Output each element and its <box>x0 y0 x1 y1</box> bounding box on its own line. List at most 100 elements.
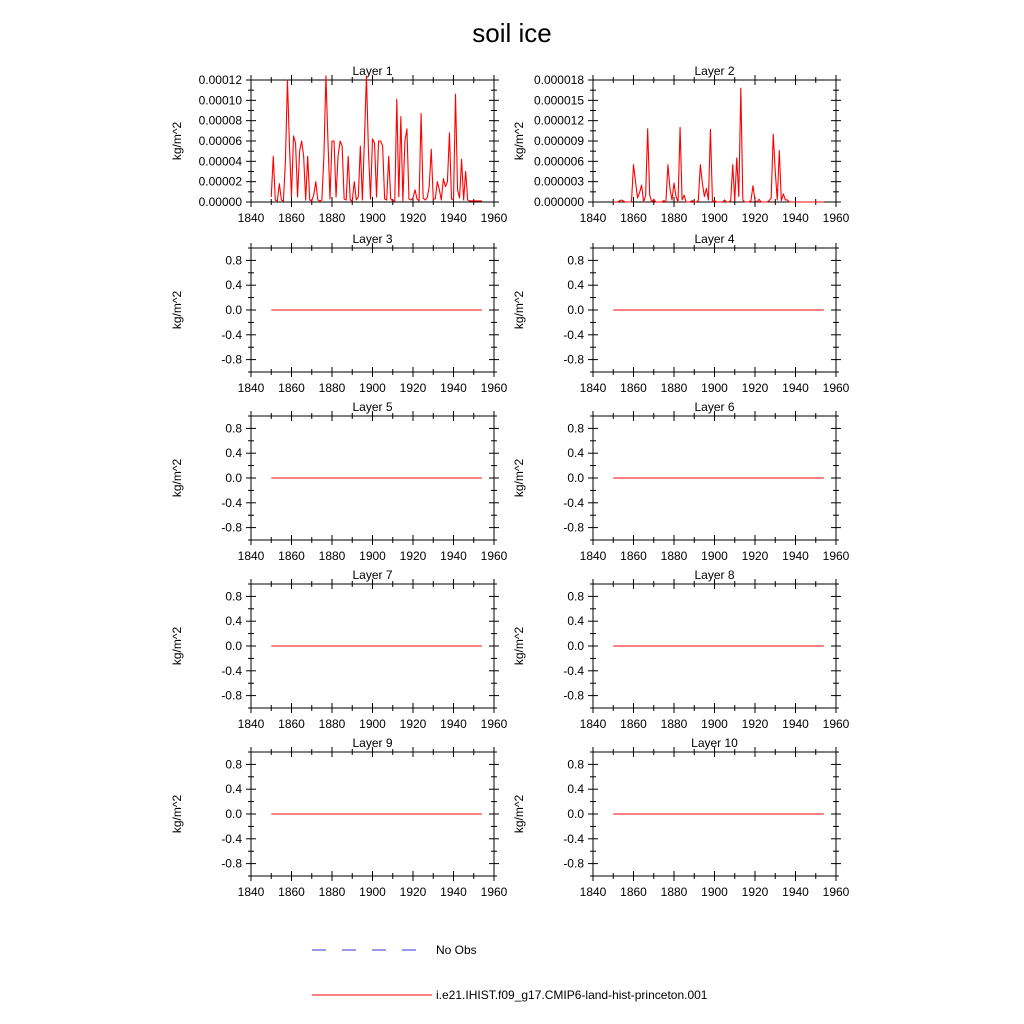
y-tick-label: -0.8 <box>221 857 242 871</box>
x-tick-label: 1940 <box>440 717 467 731</box>
y-tick-label: 0.00012 <box>199 73 243 87</box>
x-tick-label: 1880 <box>661 211 688 225</box>
panel-layer-10: Layer 10 kg/m^2 1840 1860 1880 1900 1920 1940 19… <box>512 736 850 899</box>
y-tick-label: 0.4 <box>567 446 584 460</box>
y-tick-label: 0.0 <box>567 807 584 821</box>
x-tick-label: 1940 <box>782 717 809 731</box>
legend-obs-label: No Obs <box>436 943 477 957</box>
panel-layer-9: Layer 9 kg/m^2 1840 1860 1880 1900 1920 1940 196… <box>170 736 508 899</box>
y-tick-label: 0.0 <box>567 303 584 317</box>
y-tick-label: -0.4 <box>221 664 242 678</box>
y-tick-label: 0.000006 <box>534 154 584 168</box>
y-tick-label: -0.8 <box>221 689 242 703</box>
x-tick-label: 1940 <box>782 211 809 225</box>
y-axis-label: kg/m^2 <box>170 795 184 834</box>
y-tick-label: -0.4 <box>563 664 584 678</box>
x-tick-label: 1940 <box>440 885 467 899</box>
x-tick-label: 1960 <box>823 885 850 899</box>
y-tick-label: 0.0 <box>567 639 584 653</box>
x-tick-label: 1880 <box>661 381 688 395</box>
y-tick-label: 0.8 <box>567 253 584 267</box>
x-tick-label: 1880 <box>661 885 688 899</box>
y-tick-label: 0.00000 <box>199 195 243 209</box>
x-tick-label: 1940 <box>440 211 467 225</box>
y-tick-label: -0.8 <box>221 353 242 367</box>
y-tick-label: 0.0 <box>567 471 584 485</box>
x-tick-label: 1880 <box>661 717 688 731</box>
x-tick-label: 1840 <box>580 717 607 731</box>
y-axis-label: kg/m^2 <box>170 627 184 666</box>
x-tick-label: 1900 <box>359 717 386 731</box>
y-axis-label: kg/m^2 <box>512 795 526 834</box>
x-tick-label: 1900 <box>701 717 728 731</box>
x-tick-label: 1860 <box>620 381 647 395</box>
x-tick-label: 1860 <box>620 885 647 899</box>
panel-layer-5: Layer 5 kg/m^2 1840 1860 1880 1900 1920 1940 196… <box>170 400 508 563</box>
y-axis-label: kg/m^2 <box>512 291 526 330</box>
x-tick-label: 1940 <box>782 885 809 899</box>
panel-layer-2: Layer 2 kg/m^2 1840 1860 1880 1900 1920 1940 196… <box>512 64 850 225</box>
x-tick-label: 1860 <box>278 885 305 899</box>
x-tick-label: 1840 <box>238 211 265 225</box>
legend: No Obs i.e21.IHIST.f09_g17.CMIP6-land-hi… <box>312 943 708 1002</box>
x-tick-label: 1920 <box>742 717 769 731</box>
legend-model-label: i.e21.IHIST.f09_g17.CMIP6-land-hist-prin… <box>436 988 708 1002</box>
panel-grid: Layer 1 kg/m^2 1840 1860 1880 1900 1920 1940 196… <box>170 64 850 899</box>
x-tick-label: 1860 <box>278 717 305 731</box>
x-tick-label: 1880 <box>661 549 688 563</box>
panel-layer-8: Layer 8 kg/m^2 1840 1860 1880 1900 1920 1940 196… <box>512 568 850 731</box>
x-tick-label: 1880 <box>319 549 346 563</box>
y-tick-label: -0.8 <box>563 857 584 871</box>
x-tick-label: 1860 <box>620 211 647 225</box>
x-tick-label: 1920 <box>400 717 427 731</box>
y-tick-label: 0.000012 <box>534 114 584 128</box>
y-tick-label: 0.4 <box>225 614 242 628</box>
series-line <box>270 75 482 202</box>
y-tick-label: 0.0 <box>225 303 242 317</box>
x-tick-label: 1940 <box>440 549 467 563</box>
panel-title: Layer 5 <box>352 400 392 414</box>
x-tick-label: 1880 <box>319 885 346 899</box>
panel-layer-3: Layer 3 kg/m^2 1840 1860 1880 1900 1920 1940 196… <box>170 232 508 395</box>
y-tick-label: 0.4 <box>225 782 242 796</box>
x-tick-label: 1840 <box>580 211 607 225</box>
panel-layer-1: Layer 1 kg/m^2 1840 1860 1880 1900 1920 1940 196… <box>170 64 508 225</box>
x-tick-label: 1940 <box>440 381 467 395</box>
y-tick-label: 0.8 <box>225 421 242 435</box>
x-tick-label: 1860 <box>278 381 305 395</box>
y-tick-label: 0.8 <box>225 589 242 603</box>
y-tick-label: -0.4 <box>563 832 584 846</box>
x-tick-label: 1860 <box>278 211 305 225</box>
y-tick-label: -0.8 <box>563 353 584 367</box>
x-tick-label: 1900 <box>359 549 386 563</box>
panel-title: Layer 1 <box>352 64 392 78</box>
x-tick-label: 1920 <box>742 211 769 225</box>
x-tick-label: 1880 <box>319 717 346 731</box>
x-tick-label: 1960 <box>823 549 850 563</box>
panel-title: Layer 6 <box>694 400 734 414</box>
x-tick-label: 1920 <box>742 549 769 563</box>
y-tick-label: 0.00006 <box>199 134 243 148</box>
y-axis-label: kg/m^2 <box>170 122 184 161</box>
y-tick-label: 0.8 <box>567 421 584 435</box>
x-tick-label: 1860 <box>620 717 647 731</box>
y-tick-label: 0.8 <box>567 589 584 603</box>
y-tick-label: 0.4 <box>567 278 584 292</box>
y-tick-label: 0.8 <box>225 253 242 267</box>
x-tick-label: 1920 <box>742 381 769 395</box>
x-tick-label: 1880 <box>319 211 346 225</box>
panel-layer-6: Layer 6 kg/m^2 1840 1860 1880 1900 1920 1940 196… <box>512 400 850 563</box>
y-tick-label: 0.000003 <box>534 175 584 189</box>
x-tick-label: 1960 <box>481 717 508 731</box>
panel-title: Layer 4 <box>694 232 734 246</box>
x-tick-label: 1840 <box>580 381 607 395</box>
x-tick-label: 1960 <box>823 381 850 395</box>
y-tick-label: 0.0 <box>225 639 242 653</box>
x-tick-label: 1840 <box>238 885 265 899</box>
x-tick-label: 1960 <box>481 885 508 899</box>
x-tick-label: 1920 <box>400 381 427 395</box>
x-tick-label: 1840 <box>238 549 265 563</box>
y-axis-label: kg/m^2 <box>512 627 526 666</box>
y-tick-label: 0.8 <box>567 757 584 771</box>
